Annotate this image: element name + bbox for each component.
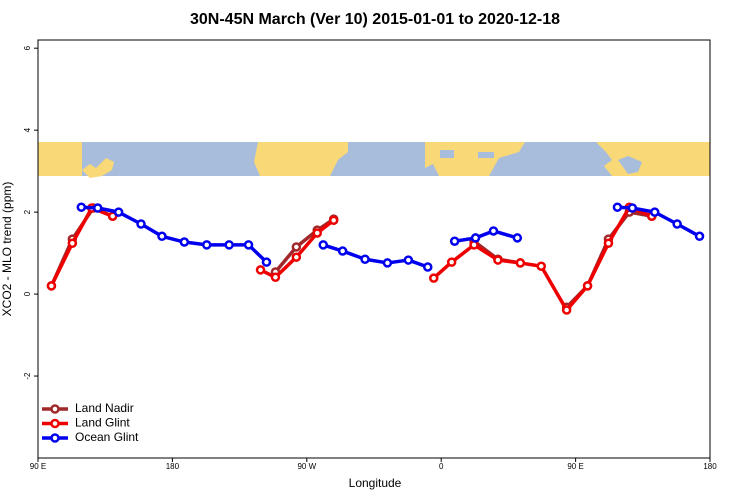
data-point — [243, 240, 254, 250]
data-point — [224, 240, 234, 250]
y-tick-label: 2 — [23, 209, 32, 214]
data-point — [328, 215, 339, 226]
data-point — [449, 236, 460, 246]
x-tick-label: 180 — [703, 462, 717, 471]
data-point — [423, 262, 433, 272]
y-tick-label: 0 — [23, 291, 32, 296]
data-point — [360, 254, 370, 264]
data-point — [627, 203, 638, 213]
x-tick-label: 90 E — [567, 462, 583, 471]
y-tick-label: -2 — [23, 372, 32, 380]
data-point — [291, 242, 302, 252]
data-point — [92, 203, 103, 213]
legend-label: Ocean Glint — [75, 430, 139, 444]
data-point — [255, 265, 266, 275]
data-point — [46, 281, 57, 291]
x-tick-label: 180 — [166, 462, 180, 471]
y-axis-label: XCO2 - MLO trend (ppm) — [0, 182, 14, 317]
data-point — [612, 202, 623, 212]
data-point — [291, 252, 302, 262]
data-point — [312, 228, 323, 238]
data-point — [512, 233, 523, 243]
x-tick-label: 0 — [439, 462, 444, 471]
legend-swatch-point — [50, 404, 60, 414]
y-tick-label: 4 — [23, 127, 32, 132]
data-point — [270, 272, 281, 283]
data-point — [603, 238, 614, 249]
data-point — [694, 231, 705, 242]
data-point — [403, 255, 414, 265]
x-tick-label: 90 E — [30, 462, 46, 471]
data-point — [136, 219, 146, 229]
data-point — [261, 257, 272, 267]
data-point — [318, 240, 328, 250]
data-point — [76, 202, 87, 212]
data-point — [649, 207, 660, 217]
data-point — [67, 238, 78, 249]
data-point — [113, 207, 124, 217]
x-axis-label: Longitude — [349, 476, 402, 490]
data-point — [201, 240, 212, 250]
data-point — [493, 255, 503, 265]
chart-title: 30N-45N March (Ver 10) 2015-01-01 to 202… — [190, 11, 560, 28]
data-point — [536, 261, 547, 271]
data-point — [337, 246, 348, 256]
world-map-band — [38, 142, 710, 178]
plot-frame — [37, 39, 711, 459]
series-line — [81, 205, 701, 269]
data-point — [428, 273, 439, 283]
data-point — [561, 305, 572, 315]
legend-swatch-point — [50, 418, 60, 429]
x-tick-label: 90 W — [297, 462, 316, 471]
data-point — [382, 258, 393, 268]
legend-label: Land Nadir — [75, 401, 134, 415]
data-point — [672, 219, 682, 229]
data-point — [446, 257, 457, 267]
y-tick-label: 6 — [23, 45, 32, 50]
data-point — [157, 231, 167, 242]
data-point — [488, 226, 499, 236]
legend-label: Land Glint — [75, 416, 130, 430]
data-point — [179, 237, 190, 247]
legend-swatch-point — [50, 433, 60, 443]
data-point — [582, 281, 593, 291]
data-point — [470, 233, 481, 243]
data-point — [515, 258, 526, 268]
